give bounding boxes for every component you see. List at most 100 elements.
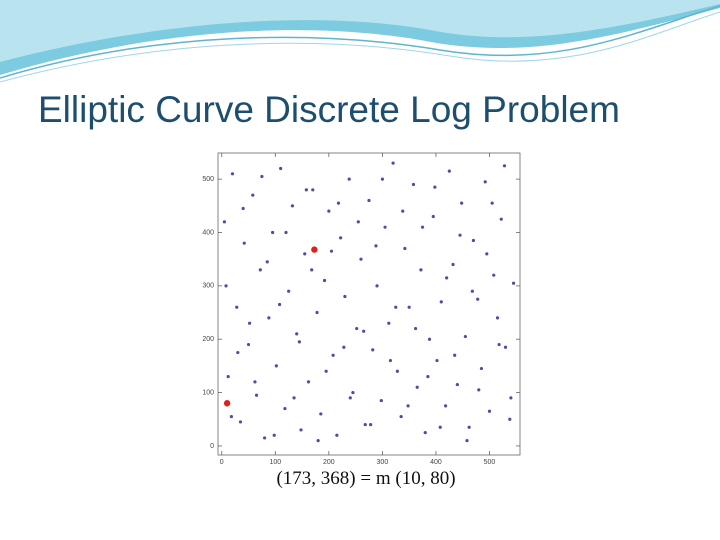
point — [388, 358, 393, 363]
point — [242, 241, 246, 245]
point — [443, 404, 448, 408]
point — [490, 201, 494, 205]
point — [356, 220, 360, 224]
point — [229, 414, 233, 419]
point — [274, 364, 278, 368]
point — [347, 177, 351, 181]
point — [479, 366, 484, 371]
point — [331, 353, 335, 357]
point — [399, 414, 403, 419]
point — [502, 164, 507, 168]
point — [339, 236, 343, 240]
point — [458, 233, 462, 237]
point — [463, 334, 467, 339]
point — [492, 273, 496, 277]
point — [419, 268, 423, 272]
point — [315, 310, 319, 315]
point — [374, 244, 378, 248]
point — [413, 326, 418, 331]
point — [379, 398, 383, 403]
point — [224, 284, 228, 288]
point — [267, 316, 271, 320]
point — [292, 396, 296, 400]
x-tick-label: 500 — [484, 459, 496, 466]
point — [295, 332, 299, 336]
point — [279, 166, 283, 171]
point — [262, 436, 267, 440]
plot-frame — [217, 152, 521, 456]
x-tick-label: 400 — [430, 459, 442, 466]
y-tick-label: 400 — [202, 229, 214, 236]
point — [316, 438, 320, 443]
point — [254, 393, 259, 397]
point — [351, 390, 355, 395]
point — [485, 252, 489, 256]
point — [499, 217, 503, 221]
point — [508, 417, 512, 421]
point — [467, 425, 471, 429]
point — [343, 294, 347, 299]
point — [406, 404, 410, 408]
point — [238, 420, 243, 424]
point — [391, 161, 395, 165]
point — [277, 302, 282, 307]
point — [495, 316, 500, 320]
x-tick-label: 100 — [269, 459, 281, 466]
point — [329, 249, 334, 253]
point — [362, 329, 366, 333]
point — [324, 369, 328, 373]
caption: (173, 368) = m (10, 80) — [276, 468, 455, 489]
point — [375, 284, 379, 288]
y-tick-label: 100 — [202, 389, 214, 396]
y-tick-label: 200 — [202, 336, 214, 343]
point — [310, 268, 314, 272]
point — [403, 246, 407, 251]
point — [287, 289, 291, 293]
point — [363, 422, 367, 427]
point — [283, 406, 287, 411]
point — [453, 353, 457, 357]
point — [359, 257, 363, 261]
figure — [200, 150, 522, 496]
y-tick-label: 0 — [210, 443, 214, 450]
point — [395, 369, 399, 373]
point — [476, 297, 480, 301]
point — [509, 396, 513, 400]
point — [258, 268, 262, 272]
point — [423, 430, 427, 435]
point — [470, 289, 474, 293]
point — [394, 305, 398, 309]
point — [311, 246, 318, 253]
slide-title: Elliptic Curve Discrete Log Problem — [38, 89, 620, 130]
point — [265, 260, 269, 264]
point — [319, 412, 323, 416]
point — [503, 345, 508, 349]
point — [483, 180, 487, 184]
point — [420, 225, 425, 229]
point — [226, 374, 230, 379]
y-tick-label: 300 — [202, 283, 214, 290]
x-tick-label: 300 — [377, 459, 389, 466]
point — [284, 230, 288, 235]
point — [367, 198, 371, 203]
point — [369, 422, 373, 427]
point — [311, 188, 315, 192]
point — [371, 348, 375, 352]
point — [415, 385, 419, 389]
point — [272, 433, 276, 437]
point — [230, 172, 235, 176]
point — [355, 326, 359, 331]
point — [445, 276, 449, 280]
point — [433, 185, 437, 189]
point — [447, 169, 451, 173]
point — [455, 382, 459, 387]
point — [247, 321, 252, 325]
point — [431, 214, 435, 219]
point — [407, 305, 411, 309]
point — [411, 182, 416, 187]
point — [451, 262, 455, 267]
point — [426, 374, 430, 379]
point — [327, 209, 331, 213]
